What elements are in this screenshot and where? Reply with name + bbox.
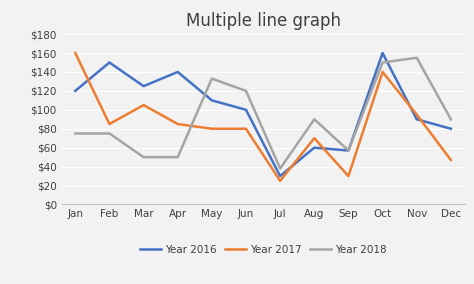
Year 2017 (380, 70, 385, 74)
Year 2016 (448, 127, 454, 130)
Year 2017 (448, 158, 454, 162)
Year 2018 (73, 132, 78, 135)
Year 2018 (414, 56, 419, 59)
Year 2017 (414, 113, 419, 116)
Year 2018 (380, 61, 385, 64)
Year 2018 (175, 155, 181, 159)
Legend: Year 2016, Year 2017, Year 2018: Year 2016, Year 2017, Year 2018 (136, 240, 391, 259)
Year 2017 (107, 122, 112, 126)
Year 2016 (346, 149, 351, 152)
Year 2017 (73, 51, 78, 55)
Year 2018 (277, 167, 283, 170)
Year 2018 (243, 89, 249, 93)
Year 2016 (380, 51, 385, 55)
Line: Year 2017: Year 2017 (75, 53, 451, 181)
Title: Multiple line graph: Multiple line graph (185, 12, 341, 30)
Year 2016 (73, 89, 78, 93)
Year 2018 (311, 118, 317, 121)
Year 2018 (141, 155, 146, 159)
Year 2018 (346, 149, 351, 152)
Year 2017 (175, 122, 181, 126)
Year 2018 (209, 77, 215, 80)
Year 2018 (448, 118, 454, 121)
Year 2017 (141, 103, 146, 107)
Year 2017 (243, 127, 249, 130)
Year 2016 (311, 146, 317, 149)
Year 2016 (277, 174, 283, 178)
Year 2016 (141, 84, 146, 88)
Year 2016 (107, 61, 112, 64)
Year 2016 (175, 70, 181, 74)
Line: Year 2018: Year 2018 (75, 58, 451, 168)
Year 2016 (414, 118, 419, 121)
Year 2017 (277, 179, 283, 183)
Year 2017 (209, 127, 215, 130)
Year 2018 (107, 132, 112, 135)
Year 2016 (243, 108, 249, 112)
Year 2017 (311, 137, 317, 140)
Year 2017 (346, 174, 351, 178)
Year 2016 (209, 99, 215, 102)
Line: Year 2016: Year 2016 (75, 53, 451, 176)
